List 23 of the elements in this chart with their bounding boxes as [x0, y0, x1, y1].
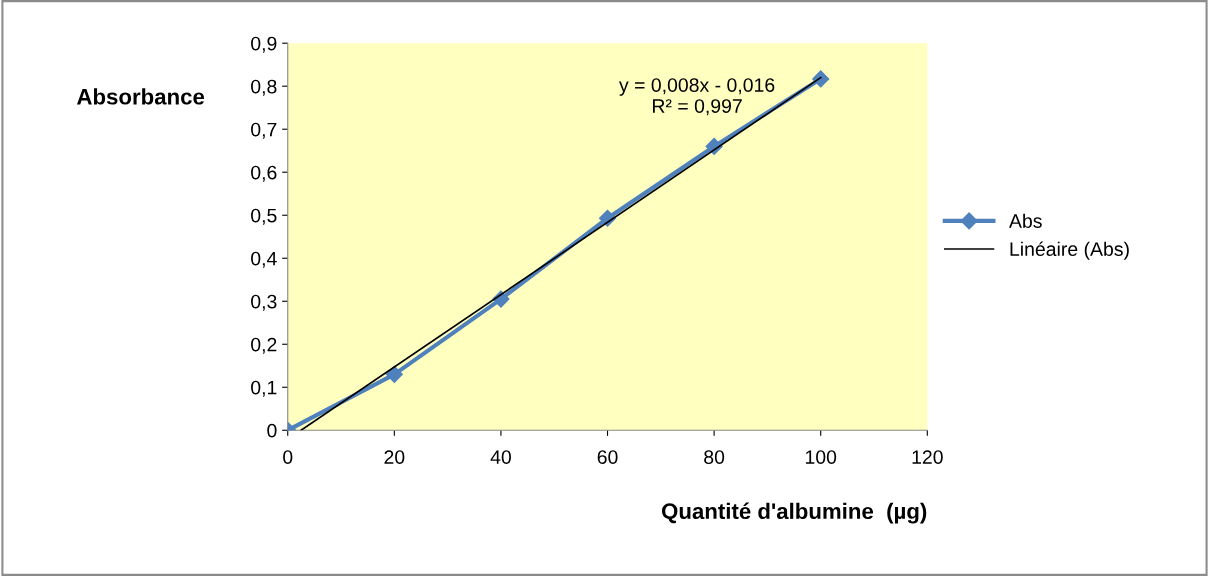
y-tick-label: 0,5	[251, 208, 277, 225]
legend-label: Abs	[1009, 213, 1042, 228]
x-tick-label: 120	[912, 450, 943, 464]
y-axis-title: Absorbance	[76, 88, 205, 105]
annotation: y = 0,008x - 0,016 R² = 0,997	[619, 78, 775, 116]
y-tick-label: 0,2	[251, 337, 277, 354]
y-tick-label: 0,6	[251, 165, 277, 182]
point	[385, 365, 403, 383]
x-tick-label: 0	[283, 450, 293, 464]
y-tick-label: 0,1	[251, 380, 277, 397]
y-tick-label: 0,8	[251, 79, 277, 96]
x-tick-label: 60	[597, 450, 618, 464]
y-tick-label: 0,7	[251, 122, 277, 139]
x-tick-label: 80	[704, 450, 725, 464]
x-tick-label: 100	[805, 450, 837, 464]
x-axis-title: Quantité d'albumine (µg)	[662, 502, 927, 524]
x-tick-label: 40	[490, 450, 511, 464]
y-tick-label: 0,9	[251, 36, 277, 53]
y-tick-label: 0,4	[251, 251, 277, 268]
x-tick-label: 20	[384, 450, 405, 464]
y-tick-label: 0	[267, 423, 277, 438]
y-tick-label: 0,3	[251, 294, 277, 311]
legend-label: Linéaire (Abs)	[1010, 241, 1129, 260]
